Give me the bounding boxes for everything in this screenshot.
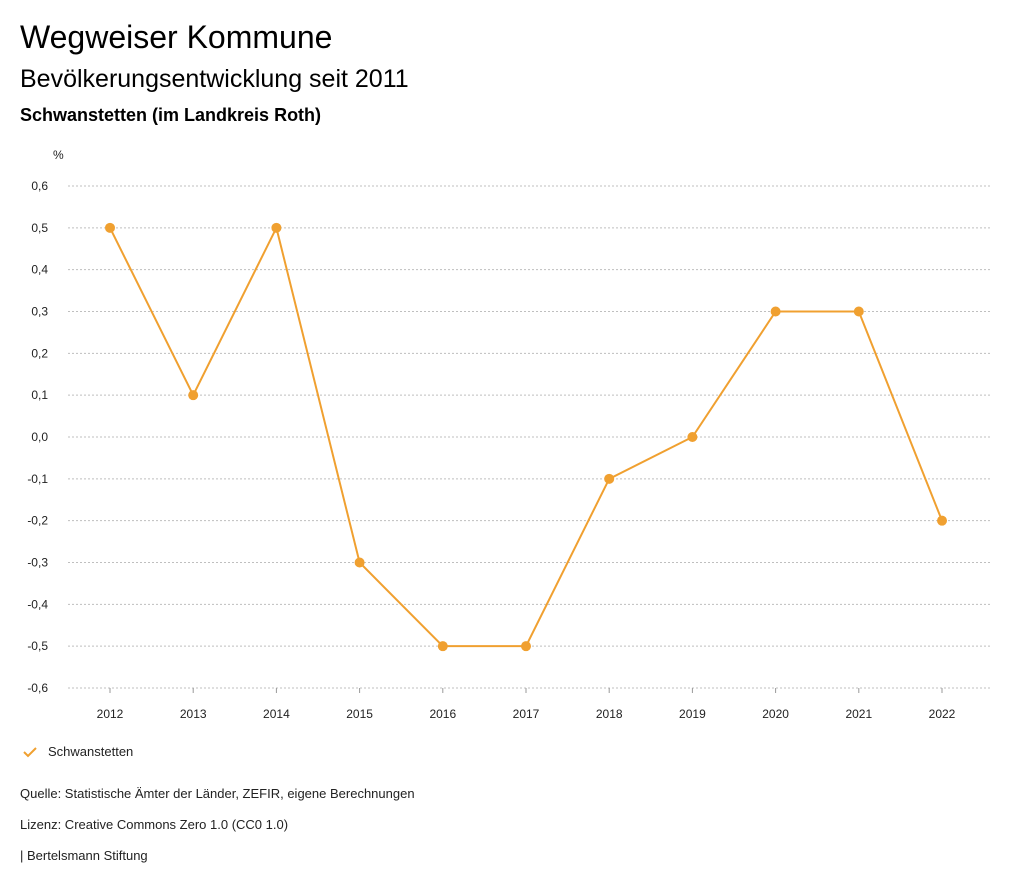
y-tick-label: 0,3	[31, 305, 48, 319]
x-tick-label: 2015	[346, 707, 373, 721]
publisher-note: | Bertelsmann Stiftung	[20, 848, 148, 863]
data-point-2022[interactable]	[937, 515, 947, 526]
x-tick-label: 2014	[263, 707, 290, 721]
data-point-2012[interactable]	[105, 222, 115, 233]
source-note: Quelle: Statistische Ämter der Länder, Z…	[20, 786, 415, 801]
x-tick-label: 2013	[180, 707, 207, 721]
x-tick-label: 2020	[762, 707, 789, 721]
license-note: Lizenz: Creative Commons Zero 1.0 (CC0 1…	[20, 817, 289, 832]
y-tick-label: -0,6	[27, 681, 48, 695]
x-tick-label: 2017	[513, 707, 540, 721]
y-tick-label: 0,6	[31, 179, 48, 193]
data-point-2019[interactable]	[687, 432, 698, 442]
y-tick-label: 0,0	[31, 430, 48, 444]
data-point-2016[interactable]	[437, 641, 448, 652]
legend[interactable]: Schwanstetten	[22, 744, 133, 759]
page-title: Wegweiser Kommune	[20, 19, 333, 55]
y-tick-label: 0,1	[31, 388, 48, 402]
grid-layer	[68, 185, 990, 689]
y-axis-ticks: 0,6 0,5 0,4 0,3 0,2 0,1 0,0 -0,1 -0,2 -0,3 -0,4 -0,…	[27, 179, 48, 695]
x-axis-ticks: 2012 2013 2014 2015 2016 2017 2018 2019 2020 2021…	[97, 688, 956, 721]
y-tick-label: -0,5	[27, 639, 48, 653]
series-points	[105, 222, 947, 652]
x-tick-label: 2022	[929, 707, 956, 721]
legend-label: Schwanstetten	[48, 744, 134, 759]
x-tick-label: 2016	[429, 707, 456, 721]
y-axis-unit: %	[53, 148, 64, 162]
y-tick-label: -0,1	[27, 472, 48, 486]
check-icon	[23, 746, 37, 757]
y-tick-label: -0,2	[27, 514, 48, 528]
x-tick-label: 2012	[97, 707, 124, 721]
y-tick-label: 0,2	[31, 346, 48, 360]
y-tick-label: 0,5	[31, 221, 48, 235]
data-point-2017[interactable]	[521, 641, 531, 652]
data-point-2014[interactable]	[271, 222, 282, 233]
x-tick-label: 2021	[845, 707, 872, 721]
data-point-2015[interactable]	[354, 557, 365, 568]
data-point-2021[interactable]	[853, 306, 864, 317]
y-tick-label: -0,3	[27, 556, 48, 570]
data-point-2020[interactable]	[770, 306, 781, 317]
y-tick-label: -0,4	[27, 597, 48, 611]
data-point-2018[interactable]	[604, 473, 615, 484]
chart-subtitle: Bevölkerungsentwicklung seit 2011	[20, 65, 409, 93]
x-tick-label: 2018	[596, 707, 623, 721]
y-tick-label: 0,4	[31, 263, 48, 277]
data-point-2013[interactable]	[188, 390, 199, 401]
x-tick-label: 2019	[679, 707, 706, 721]
region-label: Schwanstetten (im Landkreis Roth)	[20, 105, 322, 125]
